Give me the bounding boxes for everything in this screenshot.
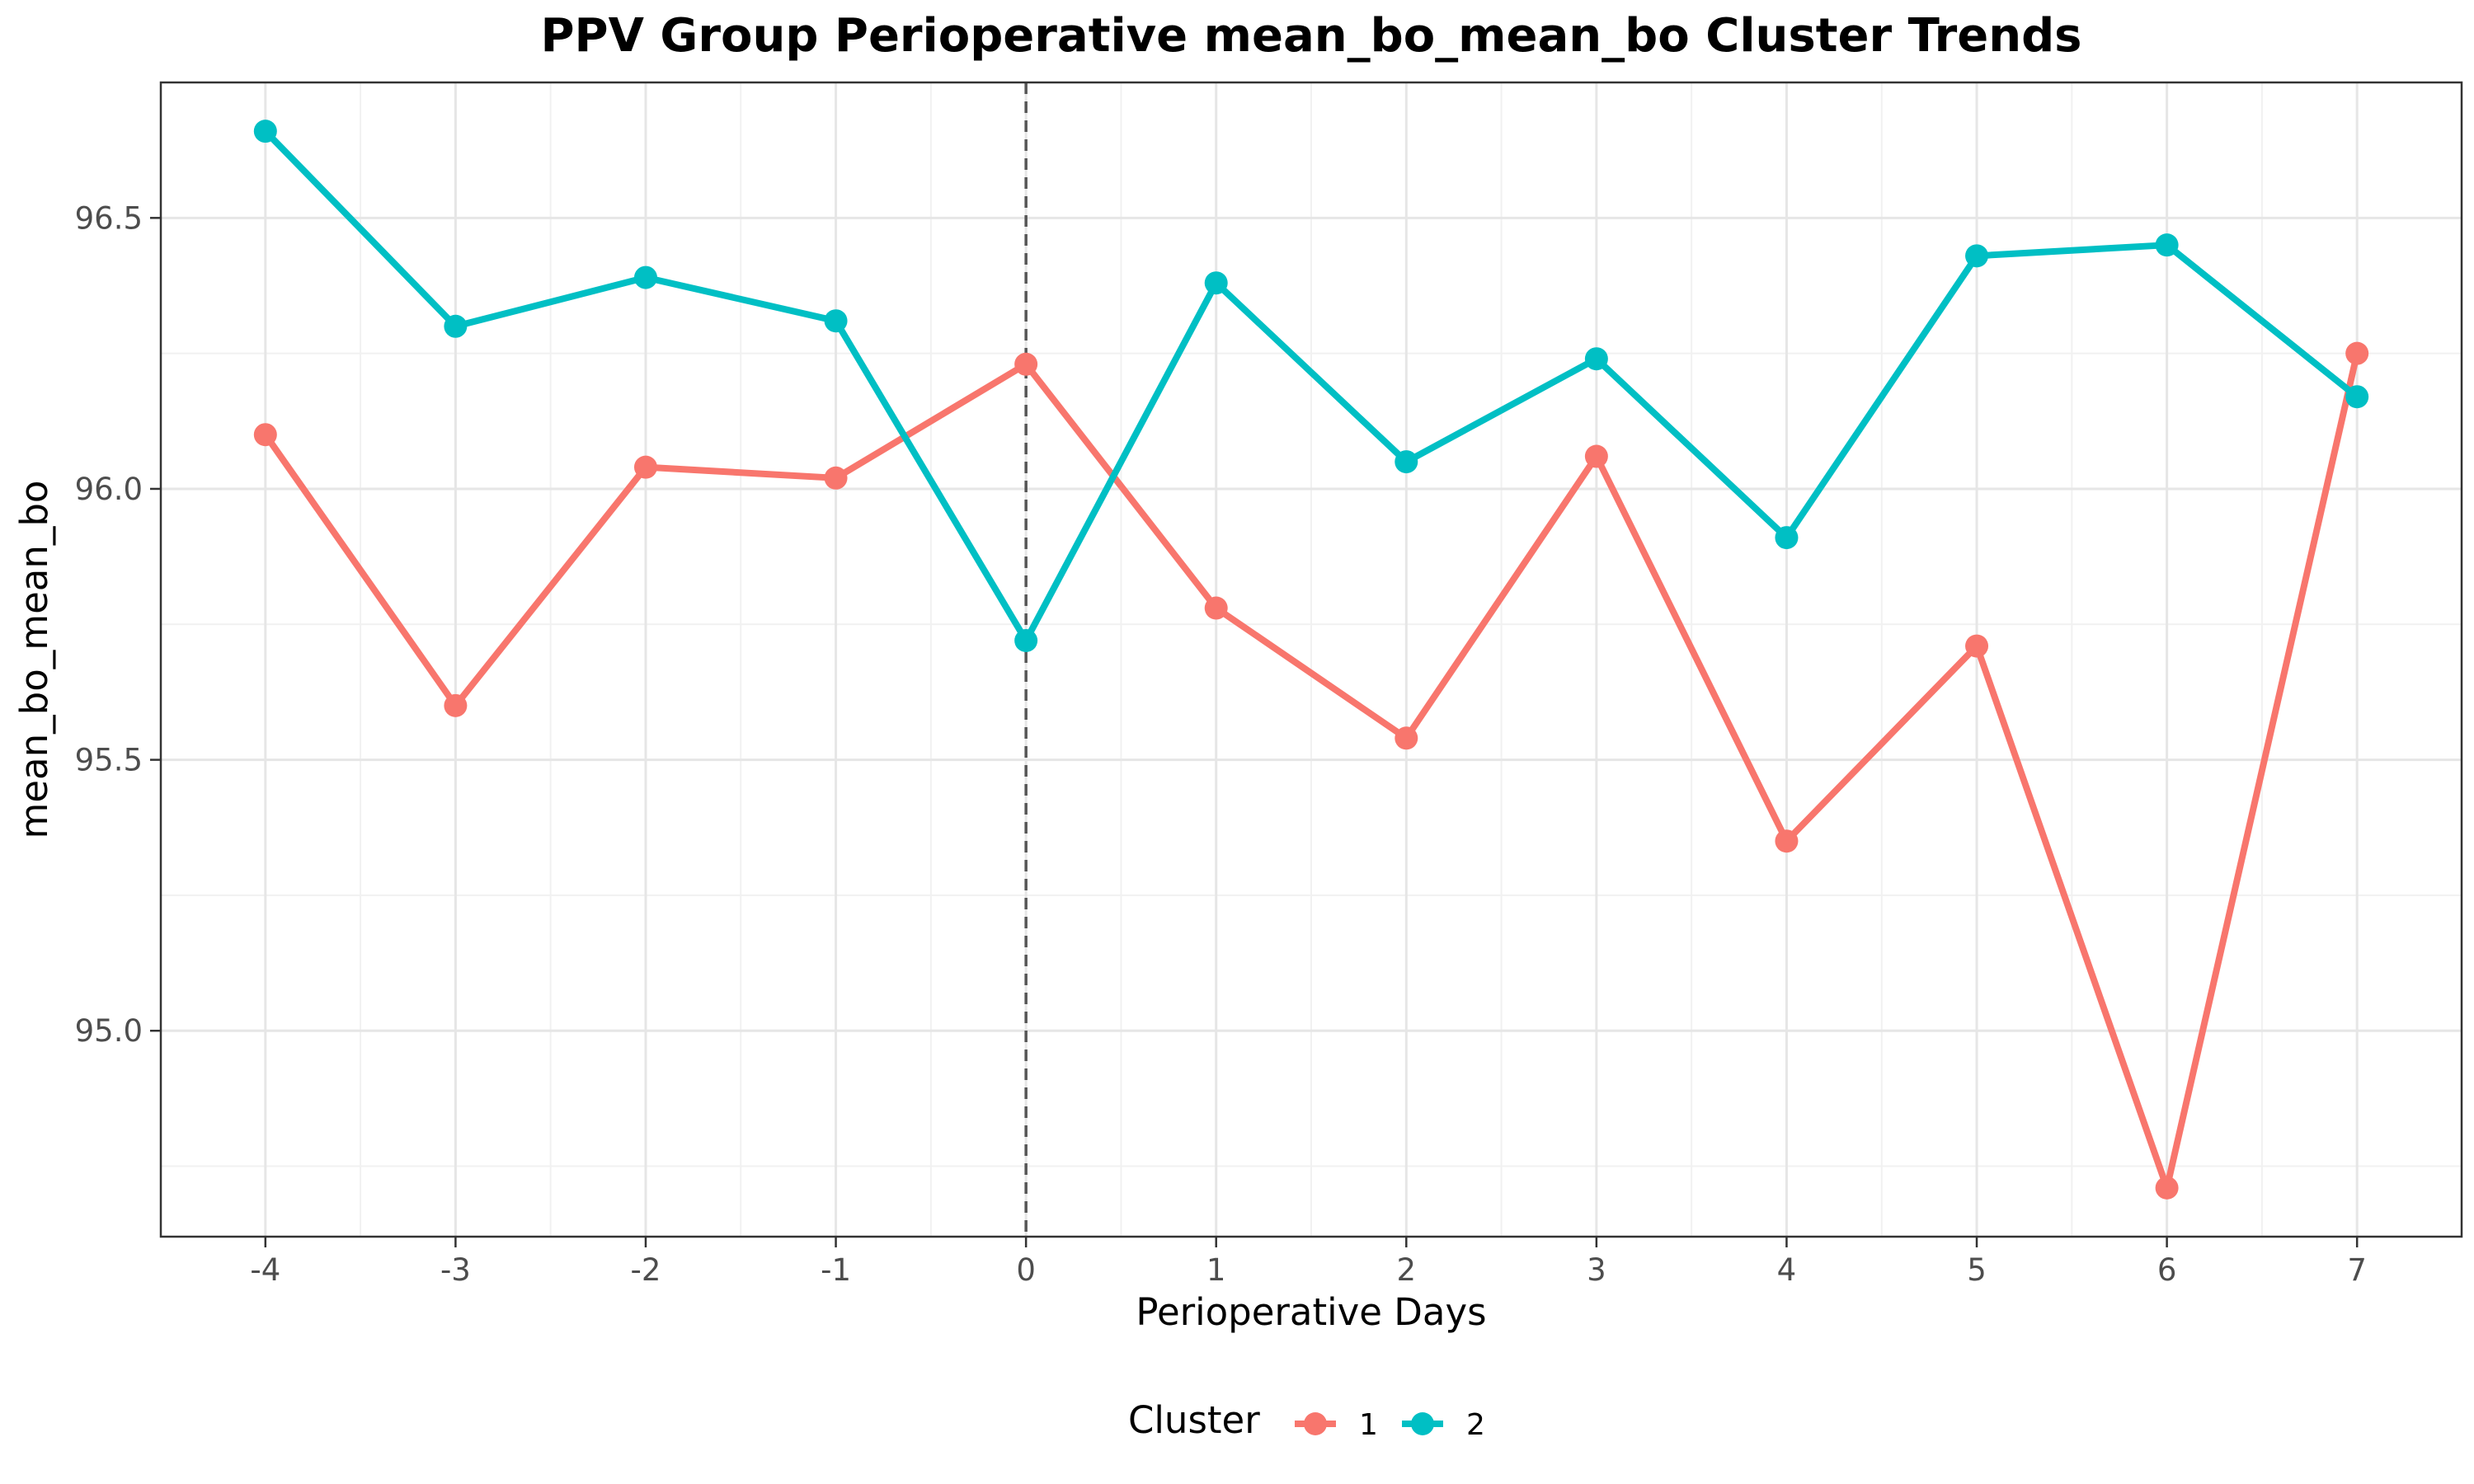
- series-1: [253, 341, 2369, 1200]
- grid-minor: [161, 82, 2462, 1237]
- data-point: [2155, 233, 2179, 257]
- legend-title: Cluster: [1128, 1398, 1260, 1442]
- data-point: [824, 309, 848, 333]
- data-point: [824, 466, 848, 490]
- series-layer: [253, 120, 2369, 1200]
- y-axis: 95.0 95.5 96.0 96.5: [75, 200, 161, 1049]
- legend-key-point-1: [1304, 1412, 1327, 1435]
- data-point: [1584, 444, 1608, 468]
- data-point: [633, 455, 657, 479]
- legend-label-1: 1: [1359, 1408, 1378, 1442]
- x-tick-label: 6: [2157, 1252, 2177, 1288]
- x-tick-label: -3: [440, 1252, 471, 1288]
- data-point: [444, 314, 468, 338]
- data-point: [633, 265, 657, 289]
- data-point: [1204, 271, 1228, 295]
- data-point: [1014, 352, 1038, 376]
- series-line-2: [262, 129, 2359, 644]
- data-point: [444, 693, 468, 717]
- data-point: [1014, 628, 1038, 652]
- data-point: [2155, 1176, 2179, 1200]
- data-point: [1584, 347, 1608, 371]
- data-point: [1395, 726, 1418, 750]
- data-point: [2345, 385, 2369, 409]
- plot-area: [159, 81, 2463, 1238]
- data-point: [1775, 526, 1799, 550]
- chart-title: PPV Group Perioperative mean_bo_mean_bo …: [540, 9, 2081, 63]
- data-point: [1395, 450, 1418, 474]
- x-tick-label: 1: [1206, 1252, 1226, 1288]
- legend-label-2: 2: [1466, 1408, 1485, 1442]
- x-axis: -4 -3 -2 -1 0 1 2 3 4 5 6 7: [250, 1237, 2367, 1288]
- x-tick-label: 0: [1016, 1252, 1036, 1288]
- x-tick-label: -1: [821, 1252, 851, 1288]
- legend-key-point-2: [1411, 1412, 1434, 1435]
- data-point: [2345, 341, 2369, 365]
- data-point: [253, 120, 277, 143]
- data-point: [1775, 829, 1799, 853]
- plot-border: [159, 81, 2463, 1238]
- y-tick-label: 95.5: [75, 743, 143, 778]
- data-point: [253, 423, 277, 447]
- y-tick-label: 96.0: [75, 472, 143, 507]
- y-tick-label: 95.0: [75, 1013, 143, 1049]
- x-tick-label: -2: [631, 1252, 661, 1288]
- series-line-1: [262, 352, 2361, 1191]
- data-point: [1965, 244, 1989, 268]
- grid-major: [161, 82, 2462, 1237]
- x-tick-label: -4: [250, 1252, 280, 1288]
- x-tick-label: 7: [2347, 1252, 2367, 1288]
- y-tick-label: 96.5: [75, 200, 143, 236]
- x-tick-label: 3: [1587, 1252, 1606, 1288]
- series-2: [253, 120, 2369, 652]
- data-point: [1965, 634, 1989, 658]
- data-point: [1204, 596, 1228, 620]
- y-axis-title: mean_bo_mean_bo: [12, 481, 56, 839]
- x-axis-title: Perioperative Days: [1136, 1290, 1486, 1334]
- x-tick-label: 4: [1777, 1252, 1797, 1288]
- x-tick-label: 5: [1967, 1252, 1987, 1288]
- x-tick-label: 2: [1397, 1252, 1417, 1288]
